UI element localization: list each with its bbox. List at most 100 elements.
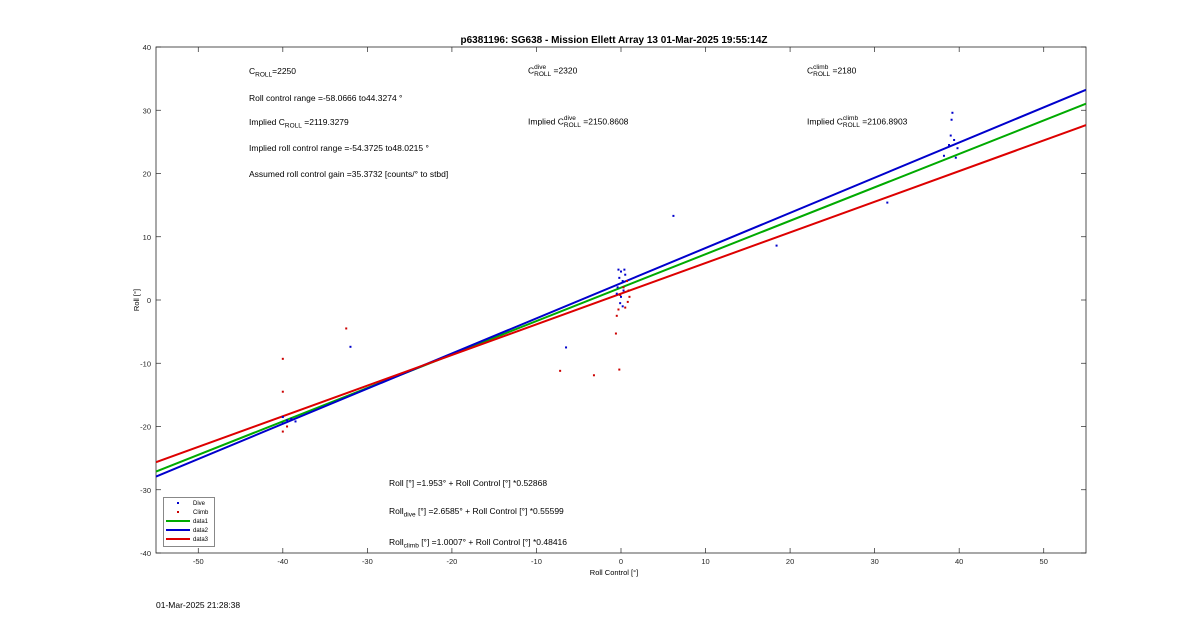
legend-label-climb: Climb — [193, 509, 209, 516]
x-tick-label: 30 — [870, 557, 878, 566]
implied-c-roll-dive-annotation: Implied Cdive ROLL =2150.8608 — [528, 115, 629, 129]
point-dive — [949, 134, 952, 137]
point-dive — [956, 147, 959, 150]
fit-equation-all: Roll [°] =1.953° + Roll Control [°] *0.5… — [389, 478, 548, 488]
legend-label-dive: Dive — [193, 500, 206, 507]
legend-data1-line — [166, 517, 190, 526]
point-dive — [290, 417, 293, 420]
point-climb — [286, 425, 289, 428]
legend-dive-marker — [166, 499, 190, 508]
point-climb — [615, 314, 618, 317]
point-dive — [349, 345, 352, 348]
legend-item-dive: Dive — [166, 499, 205, 508]
y-tick-label: -40 — [140, 549, 151, 558]
y-tick-label: 10 — [143, 233, 151, 242]
implied-c-roll-climb-annotation: Implied Cclimb ROLL =2106.8903 — [807, 115, 908, 129]
fit-equation-dive: Rolldive [°] =2.6585° + Roll Control [°]… — [389, 506, 564, 519]
y-tick-label: -30 — [140, 486, 151, 495]
point-climb — [281, 357, 284, 360]
point-dive — [624, 273, 627, 276]
legend-label-data2: data2 — [193, 527, 209, 534]
point-dive — [951, 111, 954, 114]
x-tick-label: -50 — [193, 557, 204, 566]
point-dive — [286, 419, 289, 422]
point-dive — [616, 286, 619, 289]
point-climb — [625, 280, 628, 283]
x-tick-label: 40 — [955, 557, 963, 566]
y-tick-label: 40 — [143, 43, 151, 52]
point-dive — [950, 118, 953, 121]
x-tick-label: -40 — [277, 557, 288, 566]
fit-line-data2 — [156, 88, 1086, 478]
plot-marks — [156, 88, 1086, 478]
x-tick-label: 20 — [786, 557, 794, 566]
point-dive — [621, 305, 624, 308]
legend-item-data1: data1 — [166, 517, 208, 526]
point-dive — [619, 302, 622, 305]
x-axis-label: Roll Control [°] — [590, 568, 638, 577]
x-tick-label: 10 — [701, 557, 709, 566]
plot-axes: -50 -40 -30 -20 -10 0 10 20 30 40 50 -40 -30 -20 -10 0 1… — [140, 43, 1087, 566]
point-dive — [620, 270, 622, 273]
legend-data3-line — [166, 535, 190, 544]
point-dive — [623, 268, 626, 271]
point-dive — [565, 346, 568, 349]
fit-line-data1 — [156, 102, 1086, 473]
implied-range-annotation: Implied roll control range =-54.3725 to4… — [249, 143, 429, 153]
point-climb — [559, 369, 562, 372]
point-dive — [948, 144, 951, 147]
point-dive — [281, 416, 284, 419]
y-axis-label: Roll [°] — [132, 289, 141, 311]
legend-label-data1: data1 — [193, 518, 209, 525]
point-dive — [281, 422, 284, 425]
legend-item-data3: data3 — [166, 535, 208, 544]
x-tick-label: 50 — [1040, 557, 1048, 566]
plot-box — [155, 46, 1087, 554]
point-climb — [627, 289, 630, 292]
y-tick-label: -10 — [140, 359, 151, 368]
chart-legend: Dive Climb data1 data2 data3 — [163, 497, 215, 547]
y-tick-label: -20 — [140, 423, 151, 432]
point-climb — [619, 293, 622, 296]
legend-item-data2: data2 — [166, 526, 208, 535]
y-tick-label: 30 — [143, 106, 151, 115]
x-tick-label: -20 — [446, 557, 457, 566]
point-dive — [620, 295, 622, 298]
point-dive — [617, 268, 620, 271]
point-dive — [942, 154, 945, 157]
point-climb — [622, 286, 625, 289]
point-climb — [624, 306, 627, 309]
fit-equation-climb: Rollclimb [°] =1.0007° + Roll Control [°… — [389, 537, 568, 550]
x-tick-label: -10 — [531, 557, 542, 566]
legend-climb-marker — [166, 508, 190, 517]
legend-data2-line — [166, 526, 190, 535]
point-dive — [886, 201, 889, 204]
implied-c-roll-annotation: Implied CROLL =2119.3279 — [249, 117, 349, 130]
point-climb — [345, 327, 348, 330]
point-climb — [628, 295, 631, 298]
print-timestamp: 01-Mar-2025 21:28:38 — [156, 600, 241, 610]
point-dive — [621, 280, 624, 283]
point-dive — [622, 289, 625, 292]
c-roll-dive-annotation: Cdive ROLL =2320 — [528, 64, 578, 78]
point-dive — [615, 292, 618, 295]
roll-control-range-annotation: Roll control range =-58.0666 to44.3274 ° — [249, 93, 403, 103]
point-climb — [617, 308, 620, 311]
point-dive — [672, 214, 675, 217]
point-climb — [614, 332, 617, 335]
point-climb — [626, 300, 629, 303]
fit-line-data3 — [156, 124, 1086, 464]
assumed-gain-annotation: Assumed roll control gain =35.3732 [coun… — [249, 169, 449, 179]
legend-label-data3: data3 — [193, 536, 209, 543]
c-roll-annotation: CROLL=2250 — [249, 66, 296, 79]
chart-title: p6381196: SG638 - Mission Ellett Array 1… — [460, 35, 767, 46]
point-dive — [618, 276, 621, 279]
point-climb — [618, 368, 621, 371]
point-climb — [281, 390, 284, 393]
x-tick-label: 0 — [619, 557, 623, 566]
x-tick-label: -30 — [362, 557, 373, 566]
point-dive — [775, 244, 778, 247]
c-roll-climb-annotation: Cclimb ROLL =2180 — [807, 64, 857, 78]
point-climb — [592, 374, 595, 377]
